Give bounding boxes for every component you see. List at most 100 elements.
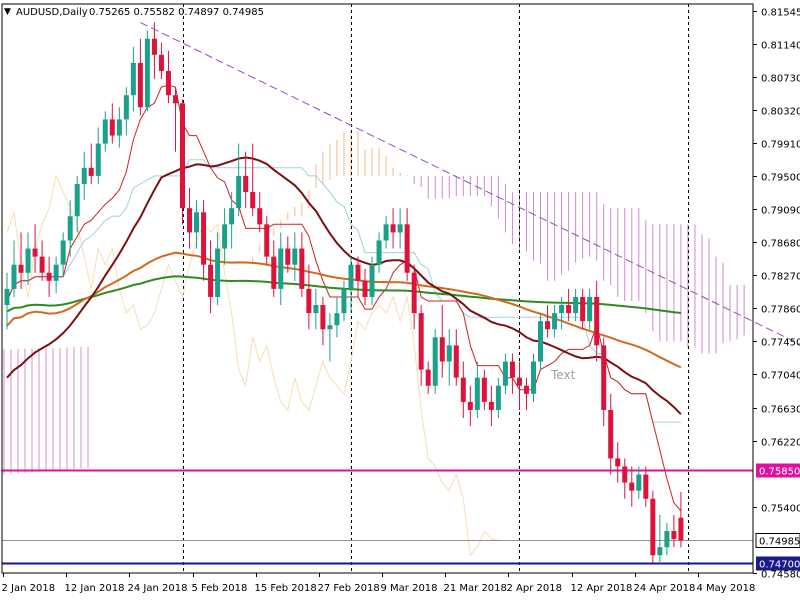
- candle-body: [47, 273, 52, 281]
- candle-body: [187, 208, 192, 232]
- x-tick-label: 24 Apr 2018: [634, 583, 696, 594]
- candle-body: [440, 337, 445, 361]
- candle-body: [96, 144, 101, 176]
- y-tick-label: 0.76630: [761, 405, 800, 416]
- candle-body: [377, 240, 382, 264]
- x-tick-label: 2 Apr 2018: [507, 583, 562, 594]
- y-tick-label: 0.77450: [761, 338, 800, 349]
- candle-body: [264, 224, 269, 256]
- candle-body: [622, 466, 627, 482]
- candle-body: [89, 168, 94, 176]
- level-price-label: 0.75850: [759, 467, 800, 478]
- candle-body: [573, 297, 578, 313]
- annotations[interactable]: Text: [550, 368, 576, 382]
- candle-body: [503, 362, 508, 386]
- y-tick-label: 0.80730: [761, 74, 800, 85]
- candle-body: [327, 325, 332, 329]
- y-tick-label: 0.79500: [761, 173, 800, 184]
- y-tick-label: 0.80320: [761, 107, 800, 118]
- candle-body: [489, 402, 494, 410]
- dropdown-arrow-icon[interactable]: ▼: [4, 7, 11, 17]
- candle-body: [475, 378, 480, 410]
- y-tick-label: 0.81140: [761, 41, 800, 52]
- candle-body: [61, 240, 66, 264]
- candle-body: [468, 402, 473, 410]
- y-tick-label: 0.75400: [761, 504, 800, 515]
- candle-body: [236, 176, 241, 208]
- candle-body: [243, 176, 248, 192]
- candle-body: [510, 362, 515, 378]
- candle-body: [531, 362, 536, 394]
- candle-body: [75, 184, 80, 216]
- y-tick-label: 0.78270: [761, 272, 800, 283]
- candle-body: [159, 55, 164, 71]
- candle-body: [643, 475, 648, 499]
- y-tick-label: 0.79090: [761, 206, 800, 217]
- candle-body: [384, 224, 389, 240]
- x-tick-label: 12 Apr 2018: [571, 583, 633, 594]
- candle-body: [271, 257, 276, 289]
- candle-body: [257, 208, 262, 224]
- y-tick-label: 0.81545: [761, 8, 800, 19]
- x-tick-label: 4 May 2018: [697, 583, 756, 594]
- candle-body: [208, 265, 213, 297]
- candle-body: [608, 410, 613, 458]
- x-tick-label: 27 Feb 2018: [318, 583, 380, 594]
- candle-body: [110, 119, 115, 135]
- candle-body: [580, 297, 585, 321]
- candle-body: [356, 265, 361, 281]
- candle-body: [657, 547, 662, 555]
- candle-body: [559, 305, 564, 313]
- candle-body: [40, 257, 45, 273]
- candle-body: [426, 370, 431, 386]
- candle-body: [68, 216, 73, 240]
- candle-body: [629, 483, 634, 491]
- candle-body: [173, 95, 178, 103]
- candle-body: [363, 281, 368, 297]
- candle-body: [215, 249, 220, 297]
- y-tick-label: 0.77860: [761, 305, 800, 316]
- x-tick-label: 15 Feb 2018: [255, 583, 317, 594]
- candle-body: [636, 475, 641, 491]
- candle-body: [594, 297, 599, 345]
- candle-body: [5, 289, 10, 305]
- x-tick-label: 5 Feb 2018: [192, 583, 248, 594]
- x-tick-label: 24 Jan 2018: [128, 583, 188, 594]
- candle-body: [454, 345, 459, 377]
- y-tick-label: 0.77040: [761, 371, 800, 382]
- candle-body: [320, 305, 325, 329]
- ohlc-label: 0.75265 0.75582 0.74897 0.74985: [89, 7, 264, 18]
- candle-body: [222, 224, 227, 248]
- candle-body: [54, 265, 59, 281]
- candle-body: [117, 119, 122, 135]
- candle-body: [201, 212, 206, 264]
- candle-body: [678, 518, 683, 541]
- x-tick-label: 21 Mar 2018: [444, 583, 507, 594]
- x-tick-label: 2 Jan 2018: [2, 583, 56, 594]
- candle-body: [482, 378, 487, 402]
- candle-body: [370, 265, 375, 297]
- x-tick-label: 12 Jan 2018: [65, 583, 125, 594]
- y-tick-label: 0.76220: [761, 438, 800, 449]
- text-object[interactable]: Text: [550, 368, 576, 382]
- y-tick-label: 0.78680: [761, 239, 800, 250]
- candle-body: [180, 103, 185, 208]
- candle-body: [334, 313, 339, 325]
- candle-body: [82, 168, 87, 184]
- candle-body: [566, 305, 571, 313]
- candle-body: [461, 378, 466, 402]
- candle-body: [299, 249, 304, 289]
- candle-body: [103, 119, 108, 143]
- candle-body: [601, 345, 606, 410]
- candle-body: [447, 345, 452, 361]
- candle-body: [26, 249, 31, 273]
- candle-body: [152, 39, 157, 55]
- level-price-label: 0.74985: [759, 537, 800, 548]
- candle-body: [496, 386, 501, 410]
- candle-body: [650, 499, 655, 555]
- candle-body: [517, 378, 522, 386]
- candle-body: [124, 95, 129, 119]
- candle-body: [538, 321, 543, 361]
- candle-body: [285, 249, 290, 265]
